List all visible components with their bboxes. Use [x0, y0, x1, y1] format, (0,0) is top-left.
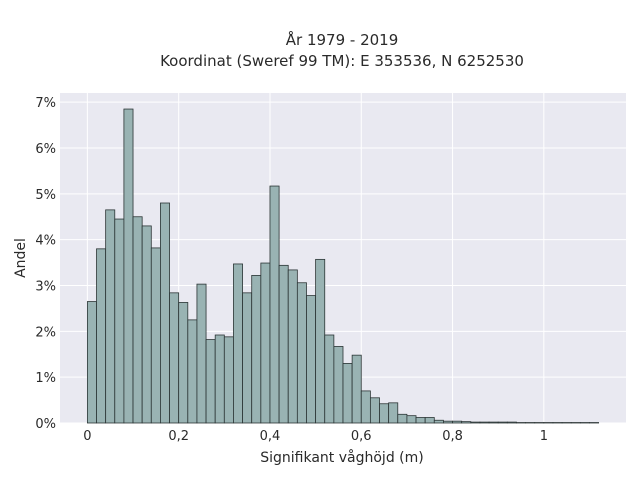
y-tick-label-7: 7%: [35, 96, 56, 111]
y-tick-label-5: 5%: [35, 188, 56, 203]
histogram-bar-33: [388, 402, 399, 424]
histogram-bar-3: [114, 218, 125, 424]
x-axis-label: Signifikant våghöjd (m): [260, 449, 423, 466]
y-tick-label-4: 4%: [35, 234, 56, 249]
histogram-bar-45: [497, 421, 508, 424]
histogram-bar-29: [351, 354, 362, 424]
histogram-bar-6: [141, 225, 152, 424]
histogram-bar-21: [278, 264, 289, 424]
histogram-bar-41: [461, 421, 472, 424]
x-tick-label-1: 0,2: [168, 429, 189, 444]
histogram-bar-20: [269, 185, 280, 424]
x-tick-label-4: 0,8: [442, 429, 463, 444]
histogram-bar-5: [132, 216, 143, 424]
histogram-bar-32: [379, 403, 390, 424]
histogram-bar-38: [433, 419, 444, 424]
histogram-bar-42: [470, 421, 481, 424]
histogram-bar-44: [488, 421, 499, 424]
x-axis-ticks: 0 0,2 0,4 0,6 0,8 1: [83, 429, 548, 444]
histogram-bar-12: [196, 283, 207, 424]
histogram-bar-4: [123, 108, 134, 424]
histogram-bar-8: [160, 202, 170, 424]
histogram-bar-10: [178, 302, 189, 424]
histogram-bar-22: [287, 269, 298, 424]
histogram-bar-13: [205, 339, 216, 424]
histogram-bar-35: [406, 415, 417, 424]
histogram-bar-23: [296, 282, 307, 424]
histogram-bar-11: [187, 319, 198, 424]
histogram-bar-1: [96, 248, 107, 424]
histogram-bar-40: [452, 420, 463, 424]
y-tick-label-2: 2%: [35, 325, 56, 340]
histogram-bar-39: [443, 420, 453, 424]
y-tick-label-1: 1%: [35, 371, 56, 386]
histogram-bar-28: [342, 363, 353, 424]
chart-subtitle: Koordinat (Sweref 99 TM): E 353536, N 62…: [160, 52, 524, 70]
histogram-bar-24: [306, 295, 317, 424]
histogram-bar-15: [223, 336, 234, 424]
histogram-bar-25: [315, 258, 326, 424]
histogram-bar-19: [260, 262, 271, 424]
y-axis-ticks: 0% 1% 2% 3% 4% 5% 6% 7%: [35, 96, 56, 432]
y-axis-label: Andel: [13, 238, 29, 278]
histogram-bar-14: [214, 334, 225, 424]
histogram-bar-31: [369, 397, 380, 424]
histogram-bar-36: [415, 417, 426, 424]
x-tick-label-5: 1: [540, 429, 548, 444]
histogram-bar-46: [506, 421, 517, 424]
y-tick-label-3: 3%: [35, 280, 56, 295]
histogram-bars: [86, 108, 600, 424]
histogram-bar-43: [479, 421, 490, 424]
histogram-bar-2: [105, 209, 116, 424]
histogram-bar-27: [333, 346, 344, 424]
histogram-bar-17: [242, 292, 253, 424]
histogram-bar-9: [169, 292, 180, 424]
histogram-bar-16: [233, 263, 243, 424]
chart-title: År 1979 - 2019: [286, 30, 399, 49]
histogram-bar-26: [324, 334, 335, 424]
x-tick-label-0: 0: [83, 429, 91, 444]
y-tick-label-6: 6%: [35, 142, 56, 157]
histogram-bar-18: [251, 275, 262, 424]
x-tick-label-2: 0,4: [260, 429, 281, 444]
histogram-bar-0: [86, 301, 97, 424]
histogram-bar-34: [397, 413, 408, 424]
histogram-bar-37: [424, 417, 435, 424]
x-tick-label-3: 0,6: [351, 429, 372, 444]
y-tick-label-0: 0%: [35, 417, 56, 432]
histogram-bar-7: [150, 247, 161, 424]
histogram-bar-30: [360, 390, 371, 424]
